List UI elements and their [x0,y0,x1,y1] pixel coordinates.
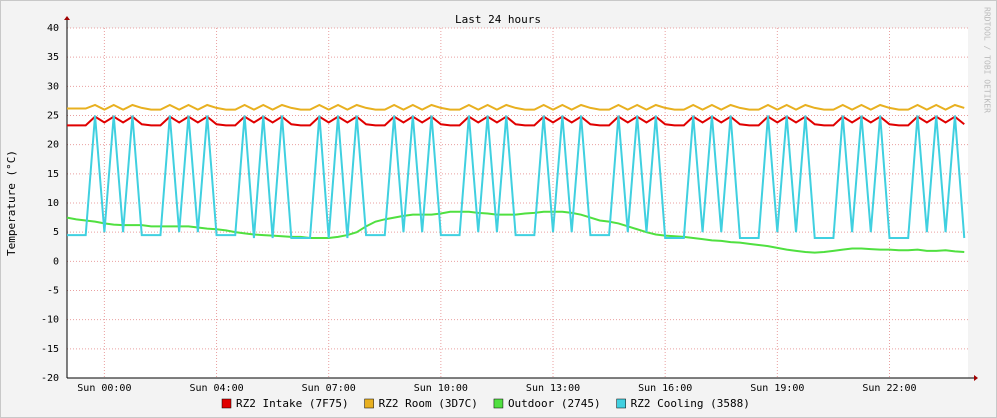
legend-label: RZ2 Intake (7F75) [236,397,349,410]
y-tick-label: 20 [47,140,59,151]
y-tick-label: 35 [47,52,59,63]
x-tick-label: Sun 13:00 [526,383,580,394]
chart-title: Last 24 hours [455,13,541,26]
y-tick-label: 15 [47,169,59,180]
legend-swatch [364,398,374,409]
y-tick-label: 30 [47,81,59,92]
legend-label: Outdoor (2745) [508,397,601,410]
y-tick-label: -10 [41,315,59,326]
legend-swatch [616,398,626,409]
y-tick-label: -15 [41,344,59,355]
legend-label: RZ2 Cooling (3588) [631,397,750,410]
y-axis-label: Temperature (°C) [5,150,18,256]
legend-swatch [493,398,504,409]
y-tick-label: -5 [47,286,59,297]
series-line [67,115,966,239]
y-tick-label: 25 [47,111,59,122]
axis-arrow [64,16,70,20]
x-tick-label: Sun 04:00 [189,383,243,394]
legend-swatch [221,398,232,409]
series-line [67,115,965,127]
y-tick-label: 10 [47,198,59,209]
x-tick-label: Sun 16:00 [638,383,692,394]
x-tick-label: Sun 22:00 [862,383,916,394]
axis-arrow [974,375,978,381]
series-line [67,103,965,111]
y-tick-label: -20 [41,373,59,384]
x-tick-label: Sun 07:00 [302,383,356,394]
y-tick-label: 0 [53,256,59,267]
y-tick-label: 40 [47,23,59,34]
x-tick-label: Sun 00:00 [77,383,131,394]
x-tick-label: Sun 10:00 [414,383,468,394]
watermark: RRDTOOL / TOBI OETIKER [983,7,992,113]
legend-label: RZ2 Room (3D7C) [379,397,478,410]
x-tick-label: Sun 19:00 [750,383,804,394]
y-tick-label: 5 [53,227,59,238]
